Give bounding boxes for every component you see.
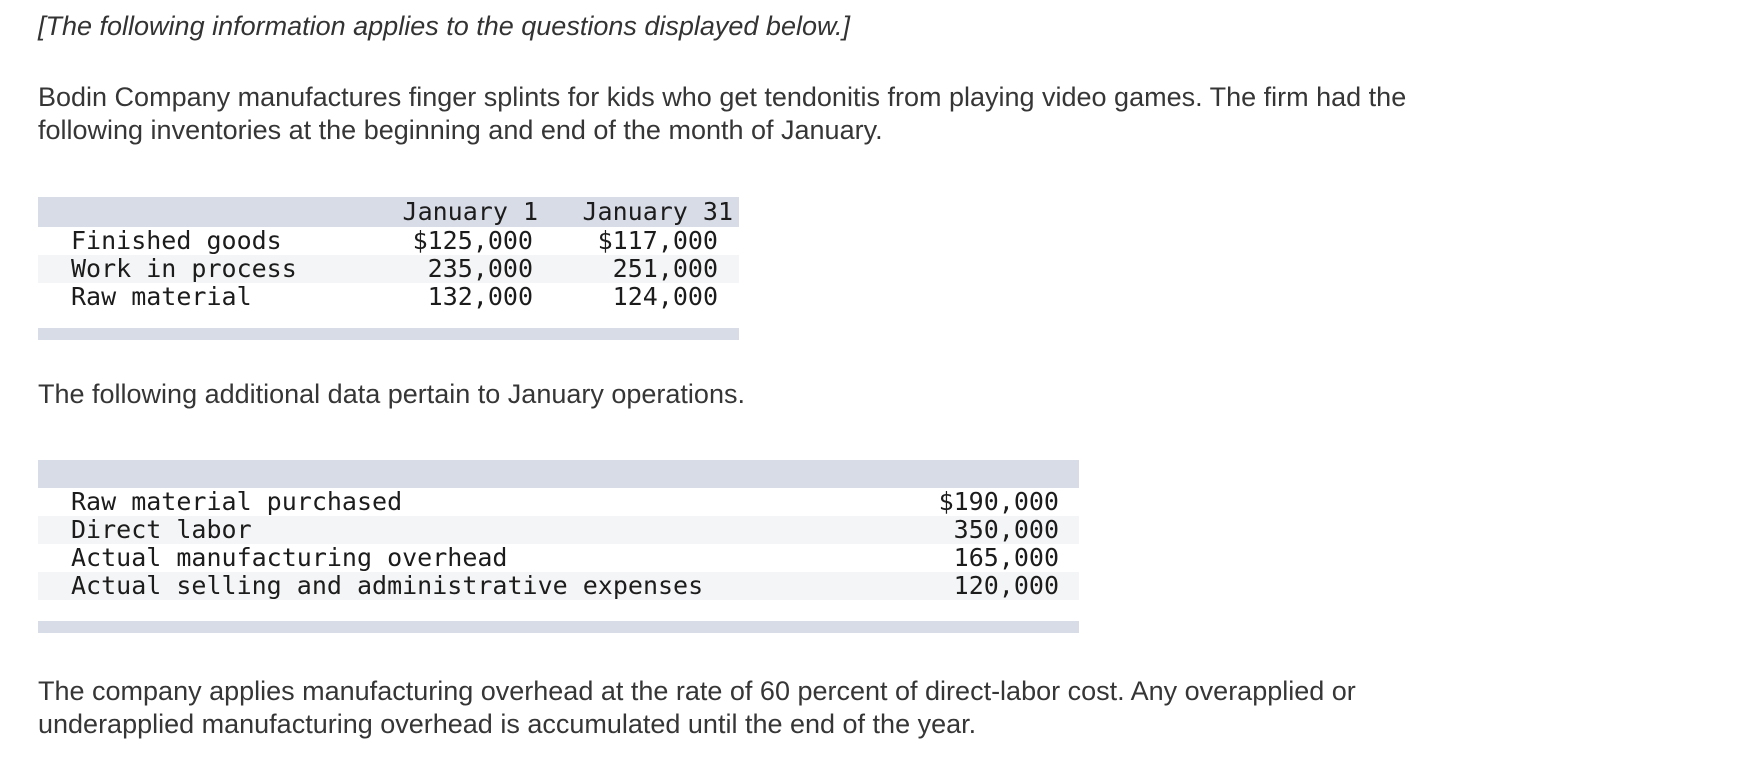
row-value-january-1: $125,000: [412, 226, 533, 255]
applies-below-note: [The following information applies to th…: [38, 11, 850, 41]
operations-table-spacer: [38, 600, 1079, 621]
table-row-raw-material-purchased: Raw material purchased $190,000: [38, 488, 1079, 516]
inventory-header-january-31: January 31: [582, 197, 733, 226]
closing-line-2: underapplied manufacturing overhead is a…: [38, 709, 977, 739]
closing-line-1: The company applies manufacturing overhe…: [38, 676, 1356, 706]
operations-table-body: Raw material purchased $190,000 Direct l…: [38, 488, 1079, 600]
operations-table-footer-bar: [38, 621, 1079, 633]
row-label: Raw material purchased: [71, 487, 403, 516]
row-value-january-31: $117,000: [597, 226, 718, 255]
row-value-january-31: 251,000: [612, 254, 718, 283]
row-label: Direct labor: [71, 515, 252, 544]
row-value: 350,000: [953, 515, 1059, 544]
operations-table-header-bar: [38, 460, 1079, 488]
inventory-table-footer-bar: [38, 328, 739, 340]
closing-paragraph: The company applies manufacturing overhe…: [38, 675, 1749, 741]
inventory-table: January 1 January 31 Finished goods $125…: [38, 197, 739, 340]
row-label: Raw material: [71, 282, 252, 311]
intro-line-2: following inventories at the beginning a…: [38, 115, 883, 145]
inventory-table-header-row: January 1 January 31: [38, 197, 739, 227]
intro-line-1: Bodin Company manufactures finger splint…: [38, 82, 1407, 112]
inventory-table-spacer: [38, 311, 739, 328]
table-row-finished-goods: Finished goods $125,000 $117,000: [38, 227, 739, 255]
table-row-actual-selling-admin-expenses: Actual selling and administrative expens…: [38, 572, 1079, 600]
row-label: Work in process: [71, 254, 297, 283]
inventory-header-january-1: January 1: [402, 197, 538, 226]
table-row-direct-labor: Direct labor 350,000: [38, 516, 1079, 544]
operations-table: Raw material purchased $190,000 Direct l…: [38, 460, 1079, 633]
additional-data-note: The following additional data pertain to…: [38, 379, 745, 409]
table-row-actual-manufacturing-overhead: Actual manufacturing overhead 165,000: [38, 544, 1079, 572]
row-value: 120,000: [953, 571, 1059, 600]
row-label: Finished goods: [71, 226, 282, 255]
intro-paragraph: Bodin Company manufactures finger splint…: [38, 81, 1749, 147]
row-label: Actual manufacturing overhead: [71, 543, 508, 572]
row-value: 165,000: [953, 543, 1059, 572]
row-label: Actual selling and administrative expens…: [71, 571, 704, 600]
row-value-january-1: 235,000: [427, 254, 533, 283]
inventory-table-body: Finished goods $125,000 $117,000 Work in…: [38, 227, 739, 311]
row-value-january-1: 132,000: [427, 282, 533, 311]
table-row-work-in-process: Work in process 235,000 251,000: [38, 255, 739, 283]
row-value-january-31: 124,000: [612, 282, 718, 311]
row-value: $190,000: [938, 487, 1059, 516]
table-row-raw-material: Raw material 132,000 124,000: [38, 283, 739, 311]
inventory-header-blank: [71, 197, 353, 227]
